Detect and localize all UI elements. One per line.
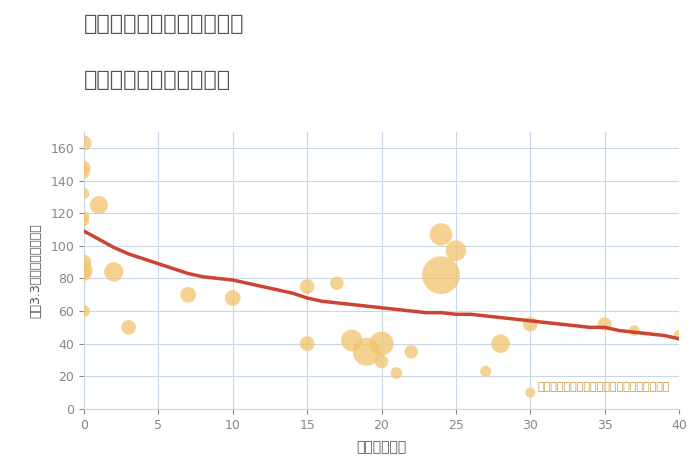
Point	[435, 231, 447, 238]
Point	[78, 218, 90, 225]
Point	[78, 212, 90, 220]
Text: 円の大きさは、取引のあった物件面積を示す: 円の大きさは、取引のあった物件面積を示す	[538, 382, 670, 392]
Point	[480, 368, 491, 375]
Point	[78, 266, 90, 274]
Point	[629, 327, 640, 334]
Point	[673, 332, 685, 339]
Point	[93, 201, 104, 209]
Point	[108, 268, 119, 275]
Point	[78, 258, 90, 266]
Point	[183, 291, 194, 298]
Point	[78, 169, 90, 176]
Point	[450, 247, 461, 254]
Text: 奈良県奈良市月ヶ瀬石打の: 奈良県奈良市月ヶ瀬石打の	[84, 14, 244, 34]
Point	[346, 337, 357, 344]
Point	[123, 323, 134, 331]
Point	[78, 139, 90, 147]
Point	[376, 358, 387, 365]
Point	[525, 321, 536, 328]
Point	[331, 280, 342, 287]
Point	[302, 283, 313, 290]
Point	[78, 307, 90, 315]
Point	[495, 340, 506, 347]
Point	[78, 190, 90, 197]
Point	[78, 164, 90, 171]
X-axis label: 築年数（年）: 築年数（年）	[356, 440, 407, 454]
Point	[302, 340, 313, 347]
Point	[376, 340, 387, 347]
Point	[361, 348, 372, 356]
Point	[525, 389, 536, 396]
Point	[599, 321, 610, 328]
Y-axis label: 坪（3.3㎡）単価（万円）: 坪（3.3㎡）単価（万円）	[29, 223, 42, 318]
Point	[391, 369, 402, 377]
Point	[435, 271, 447, 279]
Point	[227, 294, 238, 302]
Point	[406, 348, 417, 356]
Text: 築年数別中古戸建て価格: 築年数別中古戸建て価格	[84, 70, 231, 91]
Point	[78, 270, 90, 277]
